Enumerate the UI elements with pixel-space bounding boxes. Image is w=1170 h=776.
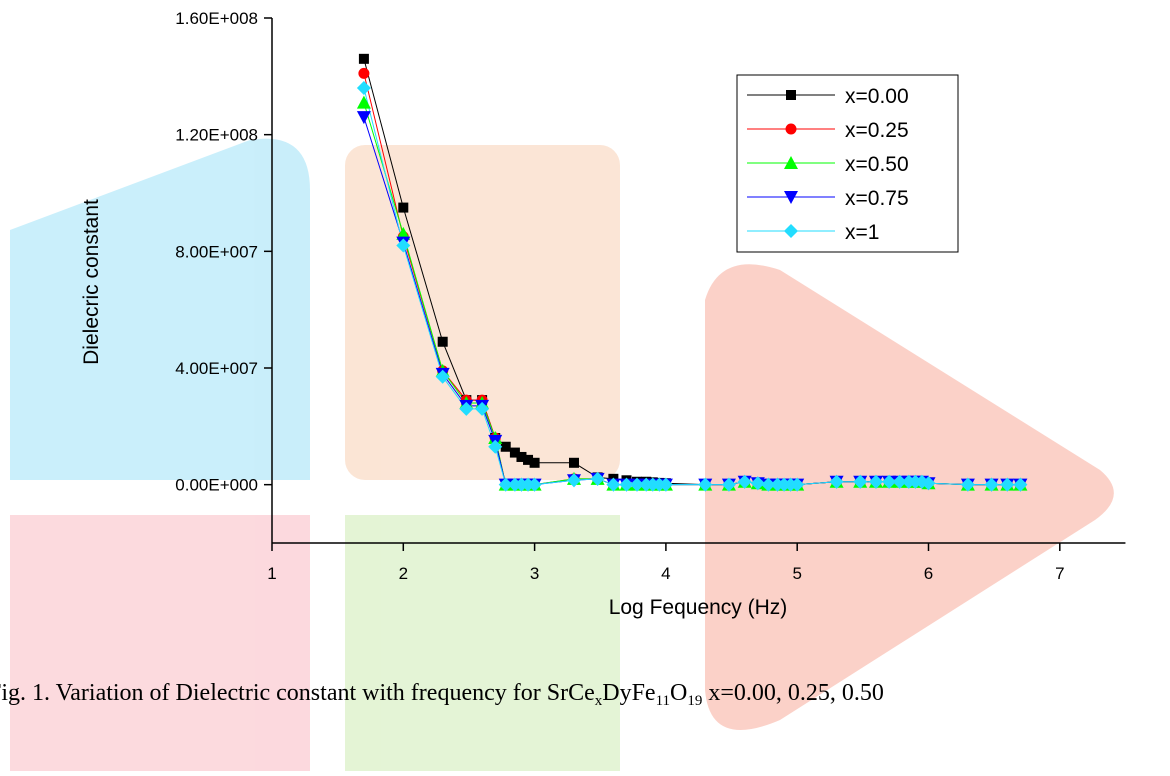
marker — [619, 477, 634, 492]
x-tick-label: 6 — [924, 564, 933, 583]
caption: Fig. 1. Variation of Dielectric constant… — [0, 680, 884, 709]
marker — [498, 477, 513, 492]
legend-label: x=0.00 — [845, 85, 909, 108]
watermark — [10, 138, 1114, 771]
marker — [459, 401, 474, 416]
y-tick-label: 8.00E+007 — [175, 242, 258, 261]
legend-marker — [784, 156, 798, 169]
marker — [437, 336, 448, 347]
y-tick-label: 1.60E+008 — [175, 9, 258, 28]
marker — [630, 477, 645, 492]
legend-marker — [786, 90, 796, 100]
marker — [566, 473, 581, 488]
marker — [358, 53, 369, 64]
marker — [509, 447, 520, 458]
marker — [892, 474, 907, 489]
x-tick-label: 5 — [792, 564, 801, 583]
marker — [921, 476, 936, 491]
marker — [358, 67, 370, 79]
marker — [529, 457, 540, 468]
y-axis-title: Dielecric constant — [80, 199, 103, 365]
marker — [1013, 477, 1028, 492]
caption-text: Fig. 1. Variation of Dielectric constant… — [0, 680, 595, 706]
marker — [516, 451, 527, 462]
marker — [1000, 477, 1015, 492]
marker — [698, 477, 713, 492]
legend-label: x=0.25 — [845, 119, 909, 142]
y-tick-label: 4.00E+007 — [175, 359, 258, 378]
marker — [960, 477, 975, 492]
marker — [829, 474, 844, 489]
marker — [868, 474, 883, 489]
caption-text: x=0.00, 0.25, 0.50 — [702, 680, 884, 706]
marker — [606, 477, 621, 492]
marker — [398, 202, 409, 213]
marker — [984, 477, 999, 492]
marker — [737, 474, 752, 489]
x-axis-title: Log Fequency (Hz) — [609, 596, 788, 619]
marker — [523, 454, 534, 465]
caption-text: DyFe — [602, 680, 655, 706]
y-tick-label: 1.20E+008 — [175, 126, 258, 145]
marker — [356, 111, 371, 125]
marker — [356, 81, 371, 95]
marker — [396, 238, 411, 253]
x-tick-label: 1 — [267, 564, 276, 583]
y-tick-label: 0.00E+000 — [175, 476, 258, 495]
marker — [853, 474, 868, 489]
legend-label: x=1 — [845, 221, 879, 244]
marker — [761, 477, 776, 492]
x-tick-label: 7 — [1055, 564, 1064, 583]
marker — [790, 477, 805, 492]
x-tick-label: 2 — [399, 564, 408, 583]
legend-marker — [785, 123, 797, 135]
marker — [500, 441, 511, 452]
x-tick-label: 3 — [530, 564, 539, 583]
marker — [527, 477, 542, 492]
marker — [721, 477, 736, 492]
marker — [475, 401, 490, 416]
legend-marker — [784, 191, 798, 204]
caption-sub: 19 — [687, 693, 702, 709]
x-tick-label: 4 — [661, 564, 670, 583]
marker — [882, 474, 897, 489]
caption-sub: 11 — [656, 693, 670, 709]
marker — [356, 95, 371, 109]
marker — [750, 476, 765, 491]
marker — [568, 457, 579, 468]
legend-marker — [784, 224, 798, 238]
legend-label: x=0.50 — [845, 153, 909, 176]
caption-text: O — [670, 680, 687, 706]
legend-label: x=0.75 — [845, 187, 909, 210]
marker — [488, 439, 503, 454]
caption-sub: x — [595, 693, 603, 709]
marker — [590, 471, 605, 486]
marker — [435, 369, 450, 384]
marker — [658, 477, 673, 492]
